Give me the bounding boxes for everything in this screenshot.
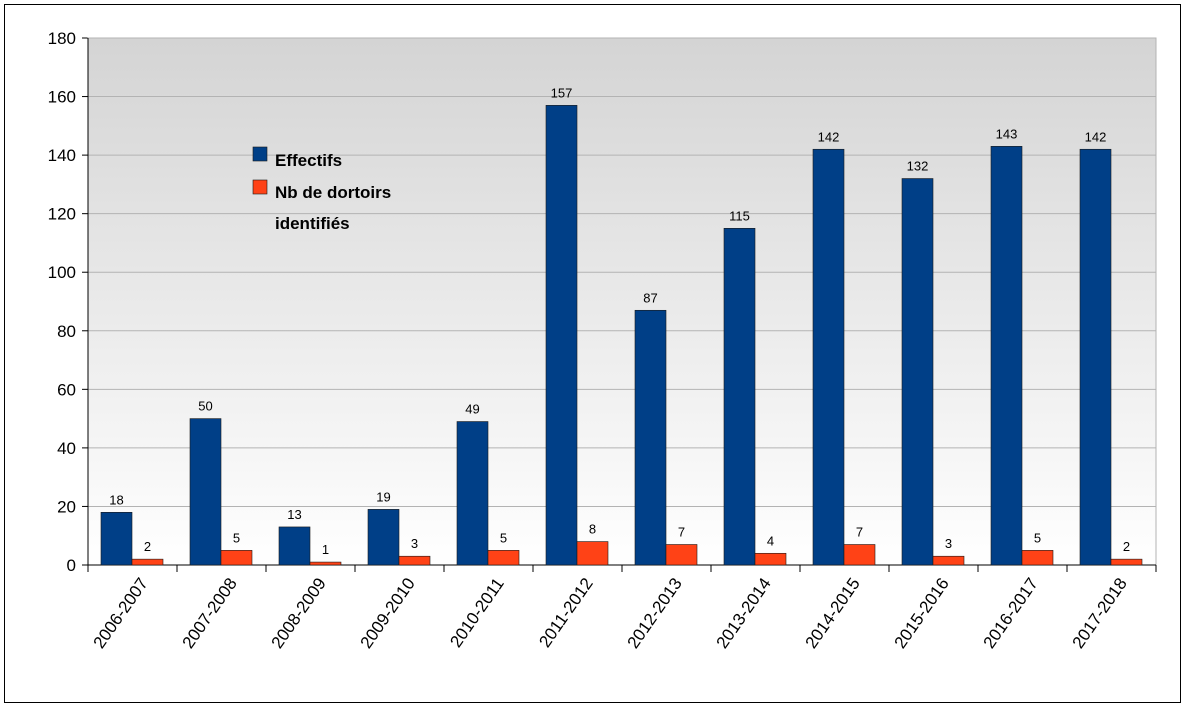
bar-dortoirs: [754, 552, 787, 566]
data-label: 87: [643, 290, 657, 305]
y-tick-label: 140: [48, 146, 76, 165]
data-label: 115: [729, 208, 750, 223]
x-tick-label: 2007-2008: [179, 574, 241, 652]
data-label: 143: [996, 126, 1018, 141]
bar-effectifs: [901, 178, 934, 566]
bar-effectifs: [278, 526, 311, 566]
data-label: 13: [287, 507, 301, 522]
y-tick-label: 120: [48, 205, 76, 224]
data-label: 5: [1034, 530, 1041, 545]
y-tick-label: 0: [67, 556, 76, 575]
y-tick-label: 80: [57, 322, 76, 341]
data-label: 49: [465, 402, 479, 417]
x-tick-label: 2014-2015: [802, 574, 864, 652]
bar-effectifs: [812, 148, 845, 566]
legend-swatch-dortoirs: [252, 179, 268, 195]
y-tick-label: 20: [57, 497, 76, 516]
legend-swatch-effectifs: [252, 146, 268, 162]
legend: Effectifs Nb de dortoirs identifiés: [252, 146, 391, 233]
bar-dortoirs: [220, 550, 253, 566]
data-label: 2: [1123, 539, 1130, 554]
x-tick-label: 2013-2014: [713, 574, 775, 652]
bar-effectifs: [189, 418, 222, 566]
x-tick-label: 2015-2016: [891, 574, 953, 652]
bar-dortoirs: [131, 558, 164, 566]
bar-effectifs: [990, 146, 1023, 566]
y-tick-labels: 0 20 40 60 80 100 120 140 160 180: [48, 29, 76, 575]
axes: [87, 37, 1157, 572]
bar-dortoirs: [1021, 550, 1054, 566]
data-label: 157: [551, 85, 573, 100]
data-label: 5: [233, 530, 240, 545]
data-label: 8: [589, 522, 596, 537]
plot-area: [88, 38, 1156, 565]
data-label: 50: [198, 399, 212, 414]
bar-effectifs: [634, 309, 667, 566]
bar-effectifs: [100, 511, 133, 566]
data-label: 142: [818, 129, 840, 144]
bar-effectifs: [1079, 148, 1112, 566]
data-label: 7: [856, 525, 863, 540]
bar-dortoirs: [932, 555, 965, 566]
y-tick-label: 180: [48, 29, 76, 48]
x-tick-labels: 2006-2007 2007-2008 2008-2009 2009-2010 2010…: [90, 574, 1131, 652]
x-tick-label: 2006-2007: [90, 574, 152, 652]
legend-label: Nb de dortoirs: [275, 183, 391, 202]
bar-effectifs: [545, 105, 578, 566]
x-tick-label: 2016-2017: [980, 574, 1042, 652]
bar-effectifs: [367, 509, 400, 566]
x-tick-label: 2012-2013: [624, 574, 686, 652]
bar-dortoirs: [843, 544, 876, 566]
bar-dortoirs: [576, 541, 609, 566]
bar-dortoirs: [1110, 558, 1143, 566]
y-tick-label: 100: [48, 263, 76, 282]
bar-dortoirs: [398, 555, 431, 566]
y-tick-label: 160: [48, 88, 76, 107]
x-tick-label: 2010-2011: [446, 574, 507, 650]
x-tick-label: 2017-2018: [1069, 574, 1131, 652]
bar-dortoirs: [309, 561, 342, 566]
data-labels: 18 2 50 5 13 1 19 3 49 5 157 8 87 7 115 4 142 7 132 3 143 5 14…: [109, 85, 1130, 557]
bar-effectifs: [723, 228, 756, 566]
y-tick-label: 40: [57, 439, 76, 458]
data-label: 1: [322, 542, 329, 557]
data-label: 5: [500, 530, 507, 545]
bar-dortoirs: [487, 550, 520, 566]
data-label: 3: [945, 536, 952, 551]
legend-label: Effectifs: [275, 151, 342, 170]
x-tick-label: 2008-2009: [268, 574, 330, 652]
data-label: 3: [411, 536, 418, 551]
data-label: 19: [376, 489, 390, 504]
legend-label: identifiés: [275, 214, 350, 233]
x-tick-label: 2011-2012: [535, 574, 596, 650]
data-label: 18: [109, 492, 123, 507]
bar-dortoirs: [665, 544, 698, 566]
data-label: 132: [907, 159, 929, 174]
bar-effectifs: [456, 421, 489, 566]
data-label: 4: [767, 533, 774, 548]
y-tick-label: 60: [57, 380, 76, 399]
data-label: 2: [144, 539, 151, 554]
data-label: 142: [1085, 129, 1107, 144]
bars: [100, 105, 1143, 566]
x-tick-label: 2009-2010: [357, 574, 419, 652]
data-label: 7: [678, 525, 685, 540]
